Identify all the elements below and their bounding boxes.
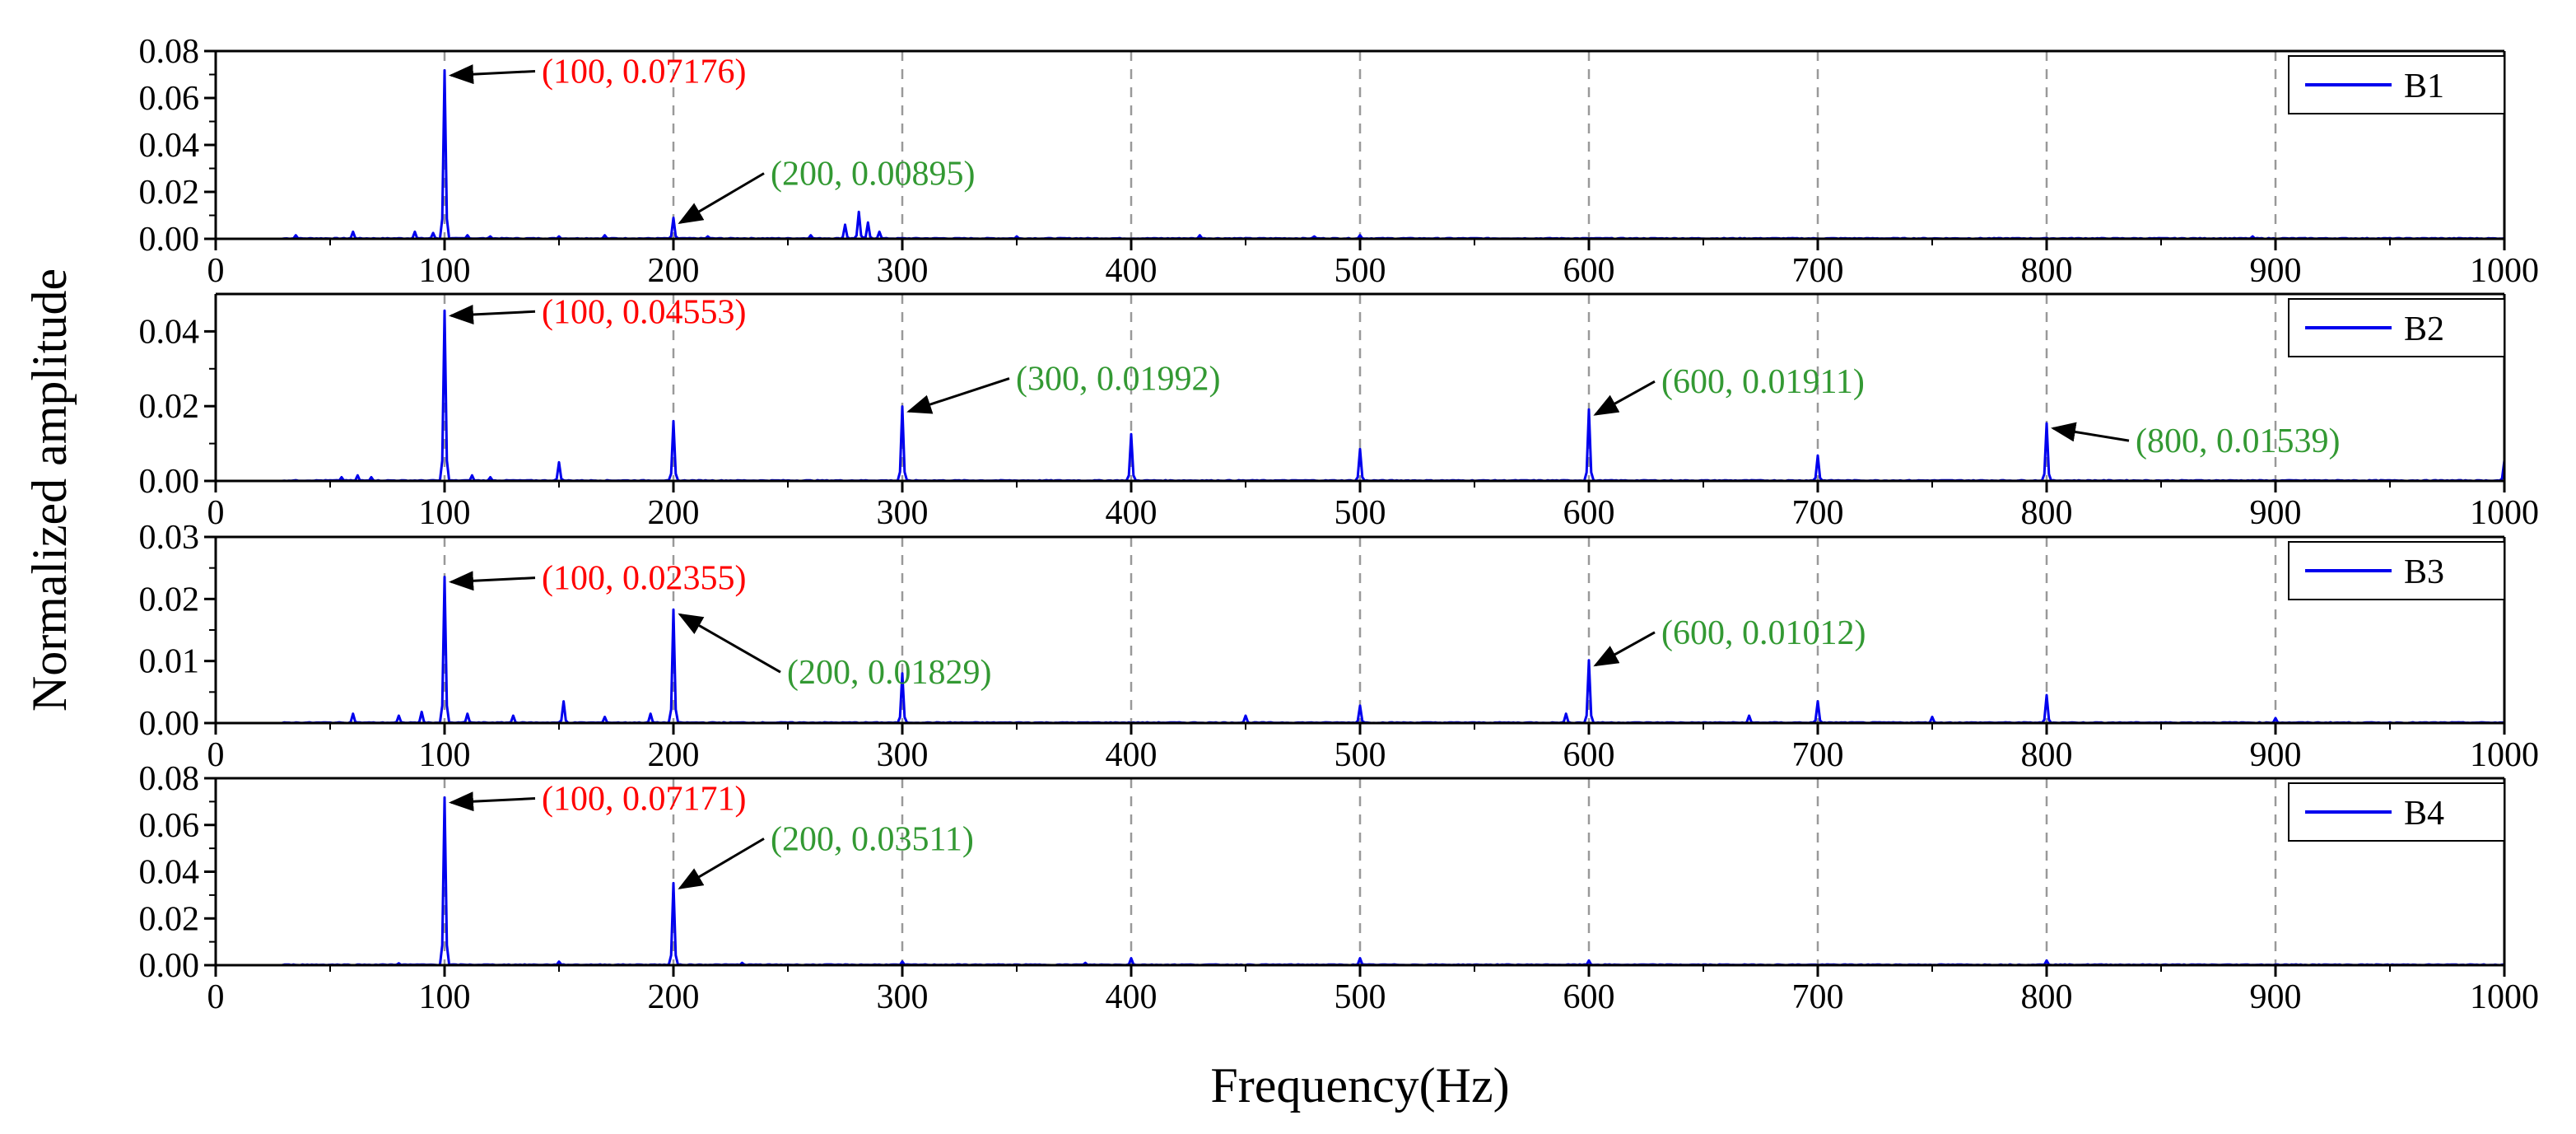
annotation-label: (200, 0.01829) [787,654,991,692]
x-tick-label: 700 [1792,978,1844,1016]
y-tick-label: 0.06 [139,807,200,845]
annotation-label: (100, 0.04553) [542,293,746,331]
x-tick-label: 800 [2021,736,2073,774]
x-tick-label: 300 [877,736,929,774]
y-tick-label: 0.00 [139,221,200,259]
annotation-arrow [906,377,1010,414]
y-tick-label: 0.00 [139,463,200,501]
x-tick-label: 200 [648,252,700,290]
annotation-arrow [1593,380,1656,416]
panels-group: 0.000.020.040.060.080 100 200 300 400 500 600 7… [139,33,2540,1016]
x-tick-label: 600 [1563,252,1615,290]
x-tick-label: 900 [2250,978,2302,1016]
x-tick-label: 300 [877,978,929,1016]
x-tick-label: 0 [207,494,225,532]
annotation-label: (300, 0.01992) [1016,361,1220,399]
annotation-label: (100, 0.07171) [542,781,746,819]
y-tick-label: 0.04 [139,313,200,351]
y-tick-label: 0.02 [139,900,200,938]
x-tick-label: 300 [877,252,929,290]
legend-label: B3 [2404,553,2444,591]
y-tick-label: 0.02 [139,388,200,426]
annotation-label: (100, 0.07176) [542,53,746,91]
y-tick-label: 0.02 [139,174,200,212]
annotation-label: (600, 0.01012) [1661,614,1866,652]
x-tick-label: 0 [207,252,225,290]
x-tick-label: 200 [648,736,700,774]
annotation-label: (800, 0.01539) [2136,422,2340,460]
panel-b3: 0.00 0.01 0.02 0.03 0 100 200 300 400 500 600 700 80… [139,519,2540,774]
panel-b1: 0.00 0.02 0.04 0.06 0.08 0 100 200 300 400 500 600 7… [139,33,2540,290]
y-tick-label: 0.06 [139,80,200,118]
annotation-label: (600, 0.01911) [1661,363,1865,401]
legend-label: B2 [2404,310,2444,348]
panel-b4: 0.00 0.02 0.04 0.06 0.08 0 100 200 300 400 500 600 7… [139,760,2540,1016]
panel-b2: 0.00 0.02 0.04 0 100 200 300 400 500 600 700 800 900… [139,292,2539,532]
x-tick-label: 100 [419,736,471,774]
x-tick-label: 100 [419,252,471,290]
x-tick-label: 400 [1106,978,1158,1016]
x-tick-label: 800 [2021,494,2073,532]
y-tick-label: 0.01 [139,643,200,681]
y-tick-label: 0.08 [139,760,200,798]
annotation-arrow [678,613,781,674]
annotation-arrow [678,172,765,225]
annotation-arrow [449,571,536,591]
x-tick-label: 500 [1335,252,1386,290]
annotation-arrow [2051,422,2130,442]
x-axis-title: Frequency(Hz) [1210,1058,1509,1113]
y-tick-label: 0.04 [139,854,200,892]
x-tick-label: 900 [2250,736,2302,774]
legend-label: B1 [2404,68,2444,105]
annotation-arrow [449,304,536,324]
x-tick-label: 200 [648,978,700,1016]
annotation-label: (200, 0.03511) [771,820,974,858]
x-tick-label: 100 [419,978,471,1016]
annotation-label: (200, 0.00895) [771,155,975,193]
annotation-arrow [1593,631,1656,667]
x-tick-label: 500 [1335,494,1386,532]
x-tick-label: 1000 [2470,978,2539,1016]
y-tick-label: 0.00 [139,705,200,743]
y-tick-label: 0.08 [139,33,200,71]
x-tick-label: 500 [1335,978,1386,1016]
x-tick-label: 800 [2021,978,2073,1016]
x-tick-label: 400 [1106,252,1158,290]
y-tick-label: 0.03 [139,519,200,557]
annotation-label: (100, 0.02355) [542,560,746,598]
y-axis-title: Normalized amplitude [22,268,77,712]
x-tick-label: 0 [207,736,225,774]
x-tick-label: 100 [419,494,471,532]
x-tick-label: 200 [648,494,700,532]
annotation-arrow [678,838,765,889]
y-tick-label: 0.04 [139,127,200,165]
annotation-arrow [449,791,536,812]
x-tick-label: 1000 [2470,736,2539,774]
x-tick-label: 600 [1563,978,1615,1016]
x-tick-label: 600 [1563,494,1615,532]
annotation-arrow [449,64,536,85]
x-tick-label: 600 [1563,736,1615,774]
legend-label: B4 [2404,795,2444,833]
x-tick-label: 700 [1792,252,1844,290]
x-tick-label: 900 [2250,494,2302,532]
x-tick-label: 0 [207,978,225,1016]
x-tick-label: 500 [1335,736,1386,774]
x-tick-label: 1000 [2470,494,2539,532]
x-tick-label: 700 [1792,494,1844,532]
x-tick-label: 900 [2250,252,2302,290]
x-tick-label: 700 [1792,736,1844,774]
y-tick-label: 0.02 [139,581,200,618]
x-tick-label: 1000 [2470,252,2539,290]
x-tick-label: 400 [1106,736,1158,774]
x-tick-label: 800 [2021,252,2073,290]
y-tick-label: 0.00 [139,947,200,985]
x-tick-label: 300 [877,494,929,532]
x-tick-label: 400 [1106,494,1158,532]
